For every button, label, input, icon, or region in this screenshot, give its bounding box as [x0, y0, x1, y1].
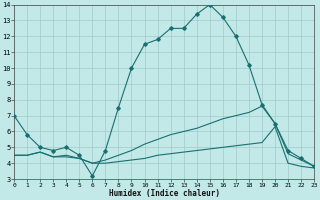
- X-axis label: Humidex (Indice chaleur): Humidex (Indice chaleur): [108, 189, 220, 198]
